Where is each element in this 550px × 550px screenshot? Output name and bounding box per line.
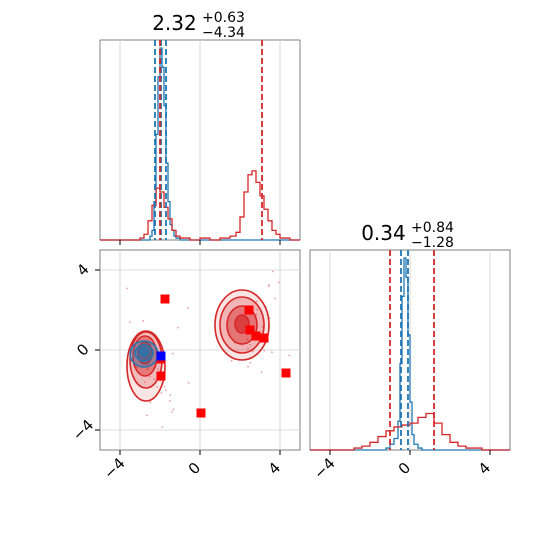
truth-marker-1 — [244, 305, 254, 315]
sample-point — [288, 354, 291, 357]
contour-right-blob — [214, 289, 270, 361]
sample-point — [246, 338, 249, 341]
panel-top-left-histogram: 2.32 +0.63 −4.34 — [99, 7, 301, 245]
sample-point — [153, 378, 156, 381]
truth-marker-9 — [156, 351, 166, 361]
title-minus: −1.28 — [411, 235, 454, 251]
x-tick-label: 0 — [185, 459, 204, 478]
x-tick-label: 4 — [475, 459, 494, 478]
panel-title: 0.34 +0.84 −1.28 — [361, 217, 459, 251]
truth-marker-7 — [281, 368, 291, 378]
sample-point — [255, 313, 258, 316]
sample-point — [273, 297, 276, 300]
sample-point — [146, 368, 149, 371]
sample-point — [135, 366, 138, 368]
sample-point — [252, 350, 254, 353]
sample-point — [249, 343, 252, 346]
sample-point — [157, 368, 160, 370]
sample-point — [163, 385, 166, 388]
histogram-series-0 — [310, 257, 510, 451]
sample-point — [260, 371, 263, 374]
sample-point — [247, 365, 249, 368]
sample-point — [171, 411, 173, 413]
sample-point — [249, 361, 252, 364]
sample-point — [187, 307, 189, 309]
sample-point — [176, 326, 179, 329]
title-value: 2.32 — [152, 11, 197, 35]
sample-point — [271, 351, 273, 354]
y-tick-label: −4 — [69, 416, 97, 444]
sample-point — [161, 426, 164, 429]
histogram-series-0 — [100, 47, 300, 241]
x-tick-label: 0 — [395, 459, 414, 478]
sample-point — [278, 281, 281, 284]
sample-point — [126, 287, 128, 290]
histogram-series-1 — [100, 170, 300, 241]
sample-point — [256, 308, 259, 311]
sample-point — [168, 400, 171, 402]
sample-point — [142, 319, 145, 322]
sample-point — [160, 391, 163, 394]
panel-bottom-left-2d: −4 0 4 4 0 −4 — [69, 249, 301, 483]
truth-marker-0 — [160, 294, 170, 304]
sample-point — [164, 389, 167, 392]
sample-point — [230, 359, 233, 362]
sample-point — [146, 367, 149, 370]
contour-left-blob — [126, 330, 166, 402]
x-tick-label: −4 — [310, 454, 338, 482]
histogram-series-1 — [310, 412, 510, 451]
truth-marker-4 — [259, 333, 269, 343]
title-plus: +0.84 — [411, 220, 454, 236]
sample-point — [143, 381, 146, 384]
title-value: 0.34 — [361, 221, 406, 245]
sample-point — [268, 284, 270, 286]
sample-point — [148, 375, 151, 378]
sample-point — [169, 394, 172, 397]
sample-point — [171, 352, 174, 355]
panel-bottom-right-histogram: −4 0 4 0.34 +0.84 −1.28 — [309, 217, 511, 483]
truth-marker-2 — [245, 325, 255, 335]
y-tick-label: 4 — [73, 260, 92, 279]
title-plus: +0.63 — [202, 10, 245, 26]
sample-point — [256, 300, 258, 303]
x-tick-label: −4 — [100, 454, 128, 482]
x-tick-label: 4 — [265, 459, 284, 478]
sample-point — [263, 349, 266, 352]
sample-point — [172, 408, 175, 411]
truth-marker-8 — [196, 408, 206, 418]
sample-point — [156, 386, 158, 388]
truth-marker-6 — [156, 371, 166, 381]
sample-point — [146, 414, 148, 417]
sample-point — [247, 347, 249, 350]
sample-point — [261, 326, 264, 328]
panel-title: 2.32 +0.63 −4.34 — [152, 7, 250, 41]
title-minus: −4.34 — [202, 25, 245, 41]
sample-point — [128, 321, 131, 324]
y-tick-label: 0 — [73, 340, 92, 359]
sample-point — [271, 270, 274, 273]
truth-marker-3 — [251, 331, 261, 341]
sample-point — [149, 401, 152, 404]
sample-point — [187, 381, 190, 384]
